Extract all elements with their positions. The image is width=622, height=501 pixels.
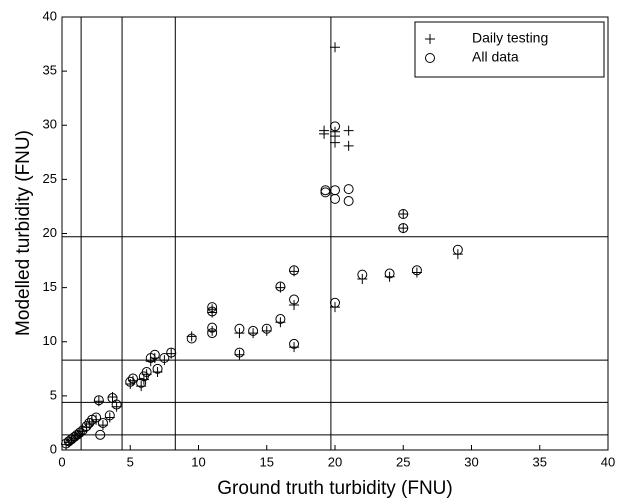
data-point — [357, 269, 368, 280]
data-point — [186, 331, 197, 342]
x-tick-label: 15 — [260, 454, 274, 469]
data-point — [93, 395, 104, 406]
data-point — [343, 196, 354, 207]
data-point — [104, 410, 115, 421]
y-tick-label: 20 — [43, 225, 57, 240]
legend-marker — [425, 34, 435, 44]
y-axis-label: Modelled turbidity (FNU) — [13, 130, 34, 336]
data-point — [398, 209, 409, 220]
x-tick-label: 40 — [601, 454, 615, 469]
data-point — [275, 281, 286, 292]
x-tick-label: 30 — [464, 454, 478, 469]
data-point — [261, 323, 272, 334]
data-point — [398, 223, 409, 234]
data-point — [207, 306, 218, 317]
data-point — [104, 412, 115, 423]
data-point — [234, 323, 245, 334]
data-point — [136, 377, 147, 388]
data-point — [248, 325, 259, 336]
data-point — [384, 268, 395, 279]
data-point — [127, 375, 138, 386]
y-tick-label: 25 — [43, 171, 57, 186]
y-tick-label: 40 — [43, 8, 57, 23]
data-point — [141, 369, 152, 380]
data-point — [111, 401, 122, 412]
data-point — [159, 355, 170, 366]
data-point — [330, 42, 340, 53]
plot-frame — [61, 16, 609, 451]
data-point — [207, 322, 218, 333]
data-point — [398, 209, 409, 220]
x-tick-label: 20 — [328, 454, 342, 469]
data-point — [411, 267, 422, 278]
data-point — [261, 325, 272, 336]
x-tick-label: 10 — [191, 454, 205, 469]
x-axis-label: Ground truth turbidity (FNU) — [217, 478, 452, 499]
y-tick-label: 5 — [50, 387, 57, 402]
data-point — [207, 328, 218, 339]
data-point — [95, 429, 106, 440]
legend-label: All data — [472, 49, 519, 65]
data-point — [97, 420, 108, 431]
data-point — [289, 338, 300, 349]
data-point — [125, 376, 136, 387]
data-point — [97, 417, 108, 428]
data-point — [275, 314, 286, 325]
data-point — [289, 265, 300, 276]
data-point — [149, 349, 160, 360]
y-tick-label: 10 — [43, 333, 57, 348]
y-tick-label: 15 — [43, 279, 57, 294]
data-point — [166, 347, 177, 358]
y-tick-label: 30 — [43, 117, 57, 132]
data-point — [141, 367, 152, 378]
x-tick-label: 25 — [396, 454, 410, 469]
legend-box — [414, 21, 605, 78]
data-point — [330, 297, 340, 308]
data-point — [319, 128, 330, 139]
data-point — [343, 140, 354, 151]
legend-label: Daily testing — [472, 30, 548, 46]
x-tick-label: 35 — [533, 454, 547, 469]
data-point — [411, 265, 422, 276]
data-point — [127, 373, 138, 384]
data-point — [186, 333, 197, 344]
data-point — [320, 185, 331, 196]
data-point — [343, 184, 354, 195]
data-point — [289, 294, 300, 305]
data-point — [398, 223, 409, 234]
data-point — [452, 244, 463, 255]
data-point — [152, 363, 163, 374]
data-point — [91, 412, 102, 423]
data-point — [289, 299, 300, 310]
data-point — [248, 328, 259, 339]
y-tick-label: 35 — [43, 63, 57, 78]
x-tick-label: 5 — [127, 454, 134, 469]
data-point — [234, 347, 245, 358]
data-point — [320, 187, 331, 198]
data-point — [74, 427, 85, 438]
data-point — [330, 185, 340, 196]
data-point — [84, 417, 95, 428]
data-point — [111, 399, 122, 410]
data-point — [81, 421, 92, 432]
data-point — [330, 131, 340, 142]
legend-marker — [425, 53, 435, 63]
y-tick-label: 0 — [50, 441, 57, 456]
x-tick-label: 0 — [58, 454, 65, 469]
data-point — [330, 121, 340, 132]
data-point — [330, 193, 340, 204]
data-point — [207, 302, 218, 313]
data-point — [234, 349, 245, 360]
data-point — [343, 125, 354, 136]
data-point — [159, 352, 170, 363]
